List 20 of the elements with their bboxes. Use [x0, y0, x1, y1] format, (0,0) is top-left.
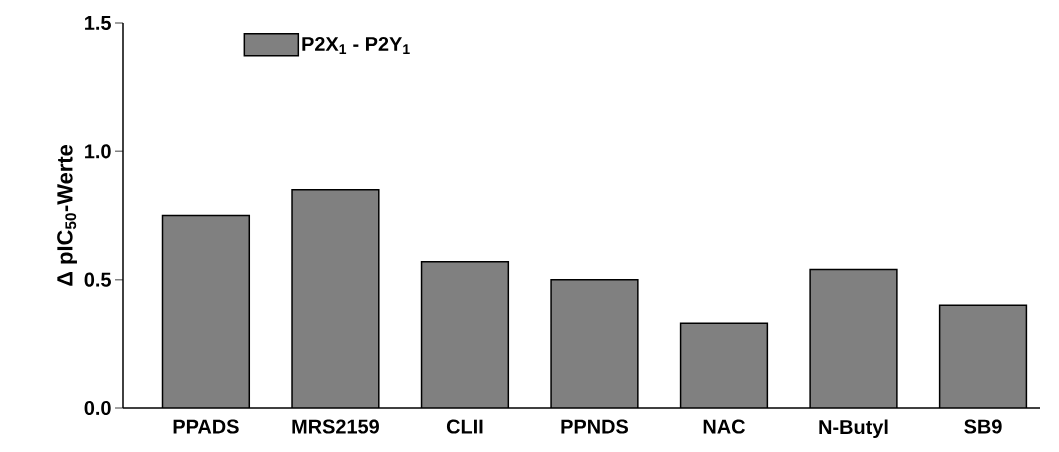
x-tick-label: SB9 — [964, 419, 1002, 434]
bar — [292, 189, 379, 408]
bar — [162, 215, 250, 408]
x-tick-label: CLII — [446, 419, 483, 434]
bar — [938, 304, 1028, 408]
y-tick-label: 0.5 — [84, 272, 111, 287]
y-tick-label: 1.0 — [85, 144, 111, 159]
x-tick-label: PPNDS — [561, 419, 628, 434]
x-tick-label: NAC — [703, 419, 746, 434]
bar — [810, 269, 897, 408]
x-tick-label: MRS2159 — [292, 419, 379, 434]
bar — [421, 261, 509, 408]
y-tick-label: 1.5 — [85, 16, 111, 30]
x-tick-label: PPADS — [173, 419, 239, 434]
bar — [551, 279, 638, 408]
bar — [680, 323, 768, 408]
x-tick-label: N-Butyl — [819, 419, 888, 439]
legend-label: P2X$_{1}$ - P2Y$_{1}$ — [302, 36, 410, 54]
y-tick-label: 0.0 — [84, 400, 111, 416]
y-axis-title: Δ pIC$_{50}$-Werte — [57, 145, 77, 286]
